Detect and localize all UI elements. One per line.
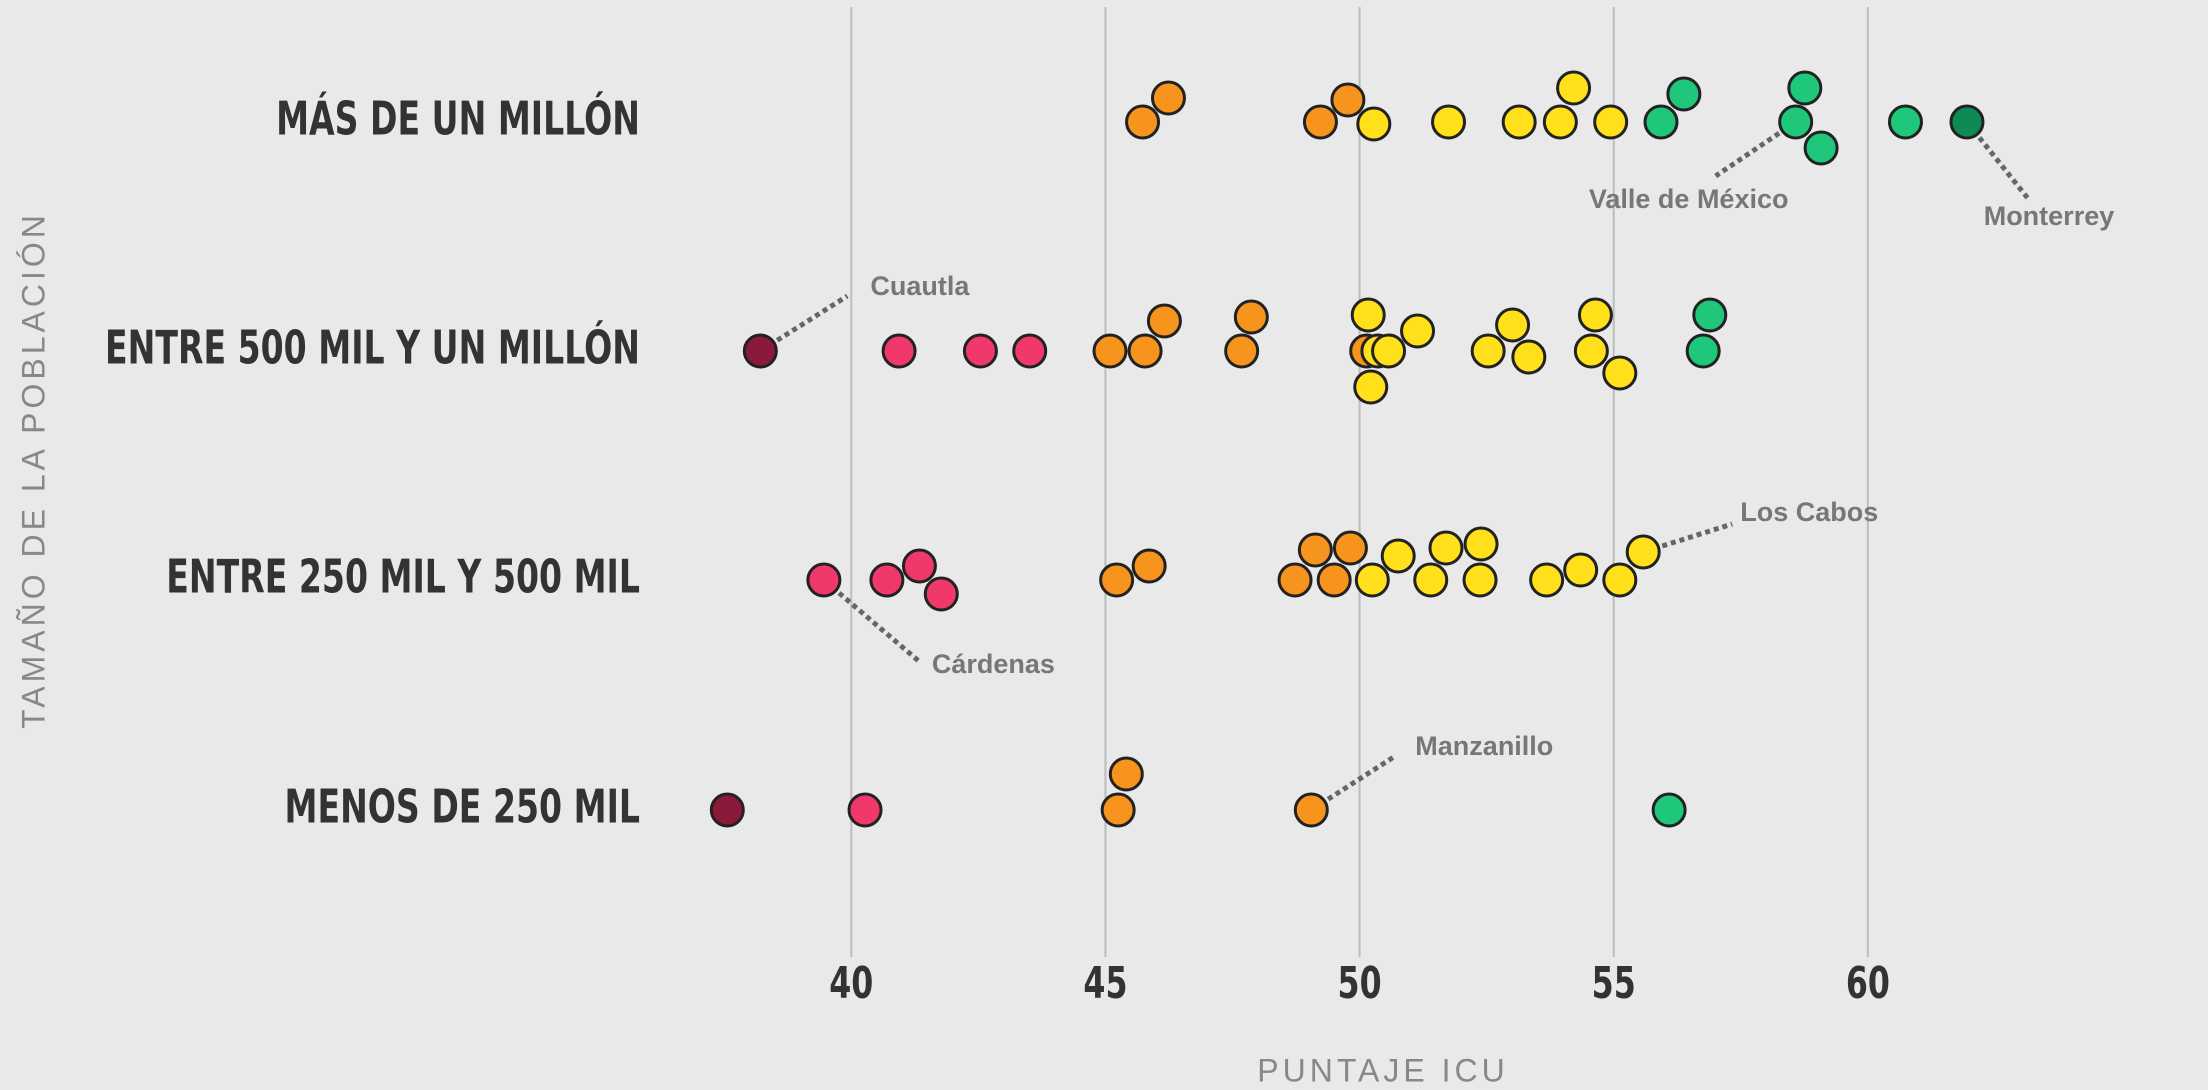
point <box>1651 792 1687 828</box>
point <box>709 792 745 828</box>
annotation-line <box>1326 753 1397 802</box>
point <box>1602 355 1638 391</box>
annotations: Manzanillo <box>1326 731 1553 802</box>
annotation-label: Monterrey <box>1984 201 2115 231</box>
x-tick-label: 50 <box>1338 958 1382 1010</box>
point <box>1146 303 1182 339</box>
point <box>869 562 905 598</box>
point <box>923 576 959 612</box>
point <box>1277 562 1313 598</box>
point <box>1354 562 1390 598</box>
point <box>1100 792 1136 828</box>
point <box>1233 299 1269 335</box>
annotations: Cuautla <box>775 271 970 343</box>
annotations: Cárdenas Los Cabos <box>837 497 1878 679</box>
point <box>1602 562 1638 598</box>
point <box>1371 333 1407 369</box>
x-tick-label: 60 <box>1846 958 1890 1010</box>
point <box>1125 104 1161 140</box>
x-tick-label: 55 <box>1592 958 1636 1010</box>
category-label: ENTRE 500 MIL Y UN MILLÓN <box>105 320 640 375</box>
point <box>1400 313 1436 349</box>
x-axis-title: PUNTAJE ICU <box>1257 1052 1508 1088</box>
category-label: MENOS DE 250 MIL <box>284 781 640 834</box>
point <box>881 333 917 369</box>
point <box>1692 297 1728 333</box>
point <box>1316 562 1352 598</box>
point <box>1573 333 1609 369</box>
annotation-label: Manzanillo <box>1415 731 1553 761</box>
point <box>901 548 937 584</box>
category-label: MÁS DE UN MILLÓN <box>276 91 640 146</box>
point <box>1685 333 1721 369</box>
x-tick-label: 45 <box>1083 958 1127 1010</box>
point <box>1092 333 1128 369</box>
point <box>1556 70 1592 106</box>
annotation-label: Los Cabos <box>1740 497 1878 527</box>
point <box>1563 552 1599 588</box>
point <box>1787 70 1823 106</box>
point <box>1108 756 1144 792</box>
annotation-label: Cárdenas <box>932 649 1055 679</box>
point <box>1577 297 1613 333</box>
point <box>1330 82 1366 118</box>
point <box>1542 104 1578 140</box>
point <box>1431 104 1467 140</box>
annotation-line <box>1661 521 1733 549</box>
point <box>1293 792 1329 828</box>
point <box>1778 104 1814 140</box>
point <box>1332 530 1368 566</box>
point <box>1643 104 1679 140</box>
point <box>1131 548 1167 584</box>
point <box>1428 530 1464 566</box>
point <box>1495 307 1531 343</box>
point <box>1625 534 1661 570</box>
annotations: Valle de México Monterrey <box>1589 131 2115 231</box>
point <box>1413 562 1449 598</box>
point <box>1593 104 1629 140</box>
point <box>962 333 998 369</box>
point <box>1462 562 1498 598</box>
annotation-line <box>1977 136 2032 203</box>
point <box>1803 130 1839 166</box>
point <box>1302 104 1338 140</box>
point <box>1356 106 1392 142</box>
x-tick-label: 40 <box>829 958 873 1010</box>
y-axis-title: TAMAÑO DE LA POBLACIÓN <box>15 211 51 729</box>
point <box>1501 104 1537 140</box>
annotation-line <box>775 293 849 343</box>
point <box>1470 333 1506 369</box>
category-label: ENTRE 250 MIL Y 500 MIL <box>166 551 640 604</box>
point <box>1012 333 1048 369</box>
point <box>1099 562 1135 598</box>
point <box>847 792 883 828</box>
point <box>806 562 842 598</box>
annotation-line <box>1714 131 1781 179</box>
point <box>1949 104 1985 140</box>
point <box>742 333 778 369</box>
point <box>1666 76 1702 112</box>
point <box>1127 333 1163 369</box>
point <box>1529 562 1565 598</box>
point <box>1463 526 1499 562</box>
point <box>1350 297 1386 333</box>
point <box>1353 369 1389 405</box>
point <box>1887 104 1923 140</box>
annotation-label: Cuautla <box>870 271 970 301</box>
annotation-label: Valle de México <box>1589 184 1789 214</box>
point <box>1224 333 1260 369</box>
point <box>1380 538 1416 574</box>
point <box>1511 339 1547 375</box>
point <box>1150 80 1186 116</box>
point <box>1297 532 1333 568</box>
